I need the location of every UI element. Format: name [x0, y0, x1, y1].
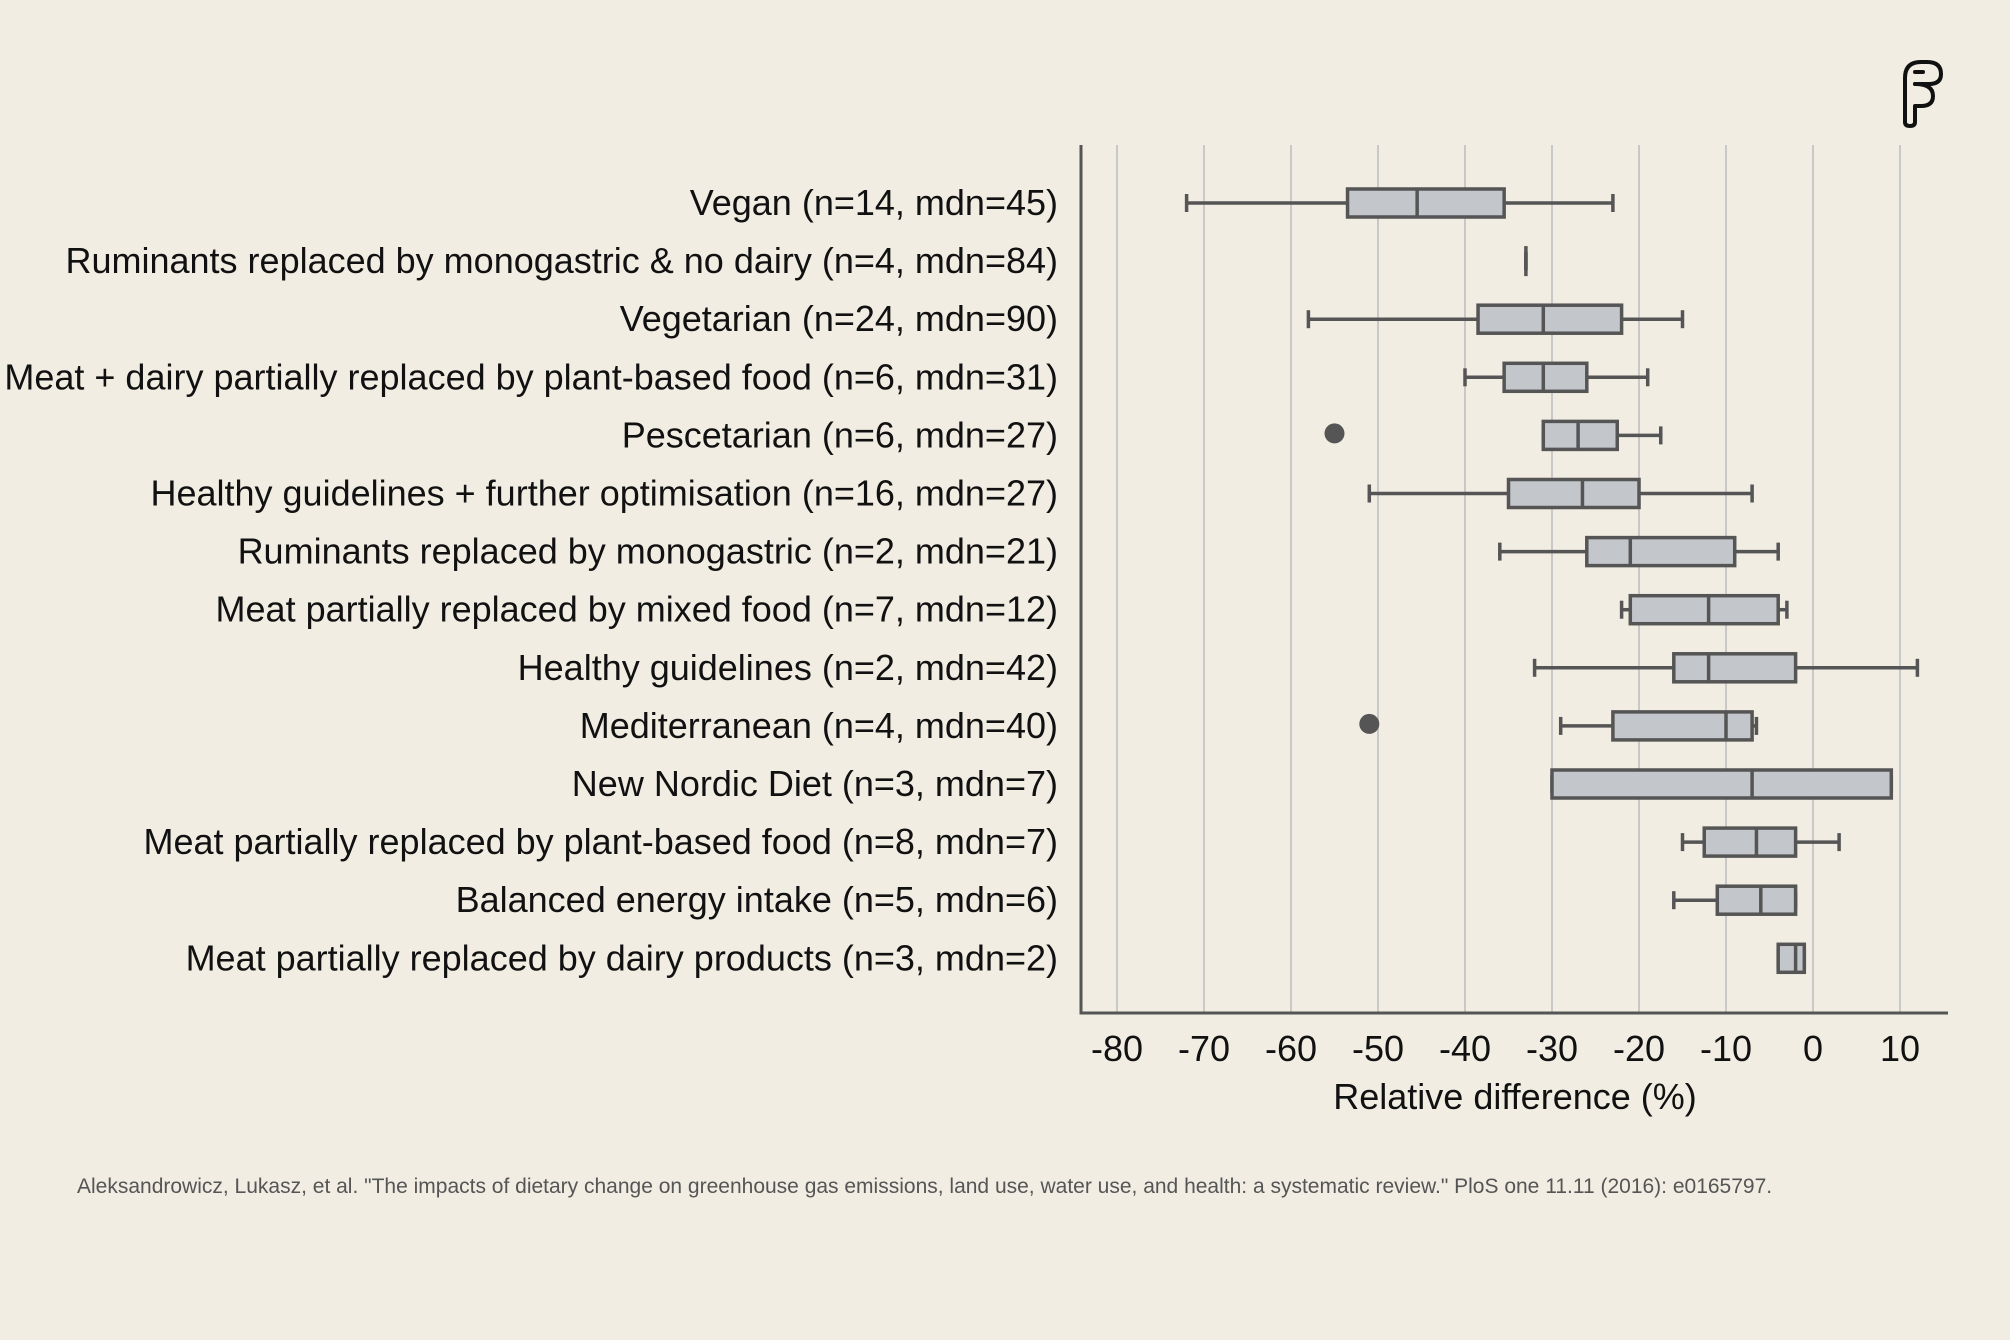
x-tick-label: -70 — [1178, 1028, 1230, 1069]
x-axis-title: Relative difference (%) — [1333, 1076, 1697, 1117]
iqr-box — [1702, 826, 1798, 858]
x-tick-label: -60 — [1265, 1028, 1317, 1069]
category-label: Meat partially replaced by plant-based f… — [143, 821, 1058, 862]
category-label: Pescetarian (n=6, mdn=27) — [622, 414, 1058, 455]
box-plot — [1550, 768, 1894, 800]
iqr-box — [1550, 768, 1894, 800]
category-labels: Vegan (n=14, mdn=45) Ruminants replaced b… — [4, 182, 1058, 978]
iqr-box — [1776, 942, 1807, 975]
iqr-box — [1541, 419, 1620, 452]
outlier-point — [1324, 423, 1345, 444]
outlier-point — [1359, 713, 1380, 734]
box-plot — [1498, 535, 1780, 568]
category-label: New Nordic Diet (n=3, mdn=7) — [572, 763, 1058, 804]
x-tick-label: -30 — [1526, 1028, 1578, 1069]
iqr-box — [1506, 477, 1641, 510]
iqr-box — [1345, 187, 1506, 219]
category-label: Vegan (n=14, mdn=45) — [690, 182, 1058, 223]
axes — [1079, 145, 1948, 1015]
category-label: Ruminants replaced by monogastric & no d… — [65, 240, 1058, 281]
box-plot — [1324, 419, 1663, 452]
iqr-box — [1715, 884, 1798, 916]
box-plot — [1184, 187, 1615, 219]
iqr-box — [1672, 652, 1798, 684]
x-tick-label: -10 — [1700, 1028, 1752, 1069]
category-label: Ruminants replaced by monogastric (n=2, … — [238, 531, 1058, 572]
category-label: Vegetarian (n=24, mdn=90) — [620, 298, 1058, 339]
x-tick-label: -40 — [1439, 1028, 1491, 1069]
brand-logo-icon — [1903, 60, 1943, 128]
box-plot — [1359, 710, 1759, 742]
category-label: Meat partially replaced by mixed food (n… — [216, 589, 1058, 630]
source-citation: Aleksandrowicz, Lukasz, et al. "The impa… — [77, 1175, 1773, 1198]
x-tick-label: -80 — [1091, 1028, 1143, 1069]
x-tick-label: 0 — [1803, 1028, 1823, 1069]
category-label: Healthy guidelines (n=2, mdn=42) — [518, 647, 1058, 688]
iqr-box — [1628, 593, 1780, 626]
category-label: Meat partially replaced by dairy product… — [186, 937, 1058, 978]
box-plot — [1619, 593, 1789, 626]
category-label: Meat + dairy partially replaced by plant… — [4, 356, 1058, 397]
box-plot — [1463, 361, 1650, 394]
category-label: Healthy guidelines + further optimisatio… — [150, 473, 1058, 514]
iqr-box — [1476, 303, 1624, 335]
boxes — [1184, 187, 1920, 975]
x-tick-label: -50 — [1352, 1028, 1404, 1069]
x-tick-label: 10 — [1880, 1028, 1920, 1069]
iqr-box — [1585, 535, 1737, 568]
category-label: Balanced energy intake (n=5, mdn=6) — [456, 879, 1058, 920]
box-plot — [1306, 303, 1685, 335]
x-tick-labels: -80 -70 -60 -50 -40 -30 -20 -10 0 10 — [1091, 1028, 1920, 1069]
box-plot — [1532, 652, 1920, 684]
iqr-box — [1611, 710, 1754, 742]
box-plot — [1367, 477, 1754, 510]
box-plot — [1776, 942, 1807, 975]
category-label: Mediterranean (n=4, mdn=40) — [580, 705, 1058, 746]
iqr-box — [1502, 361, 1589, 394]
x-tick-label: -20 — [1613, 1028, 1665, 1069]
box-plot — [1680, 826, 1841, 858]
grid-lines — [1116, 145, 1901, 1013]
box-plot — [1672, 884, 1798, 916]
